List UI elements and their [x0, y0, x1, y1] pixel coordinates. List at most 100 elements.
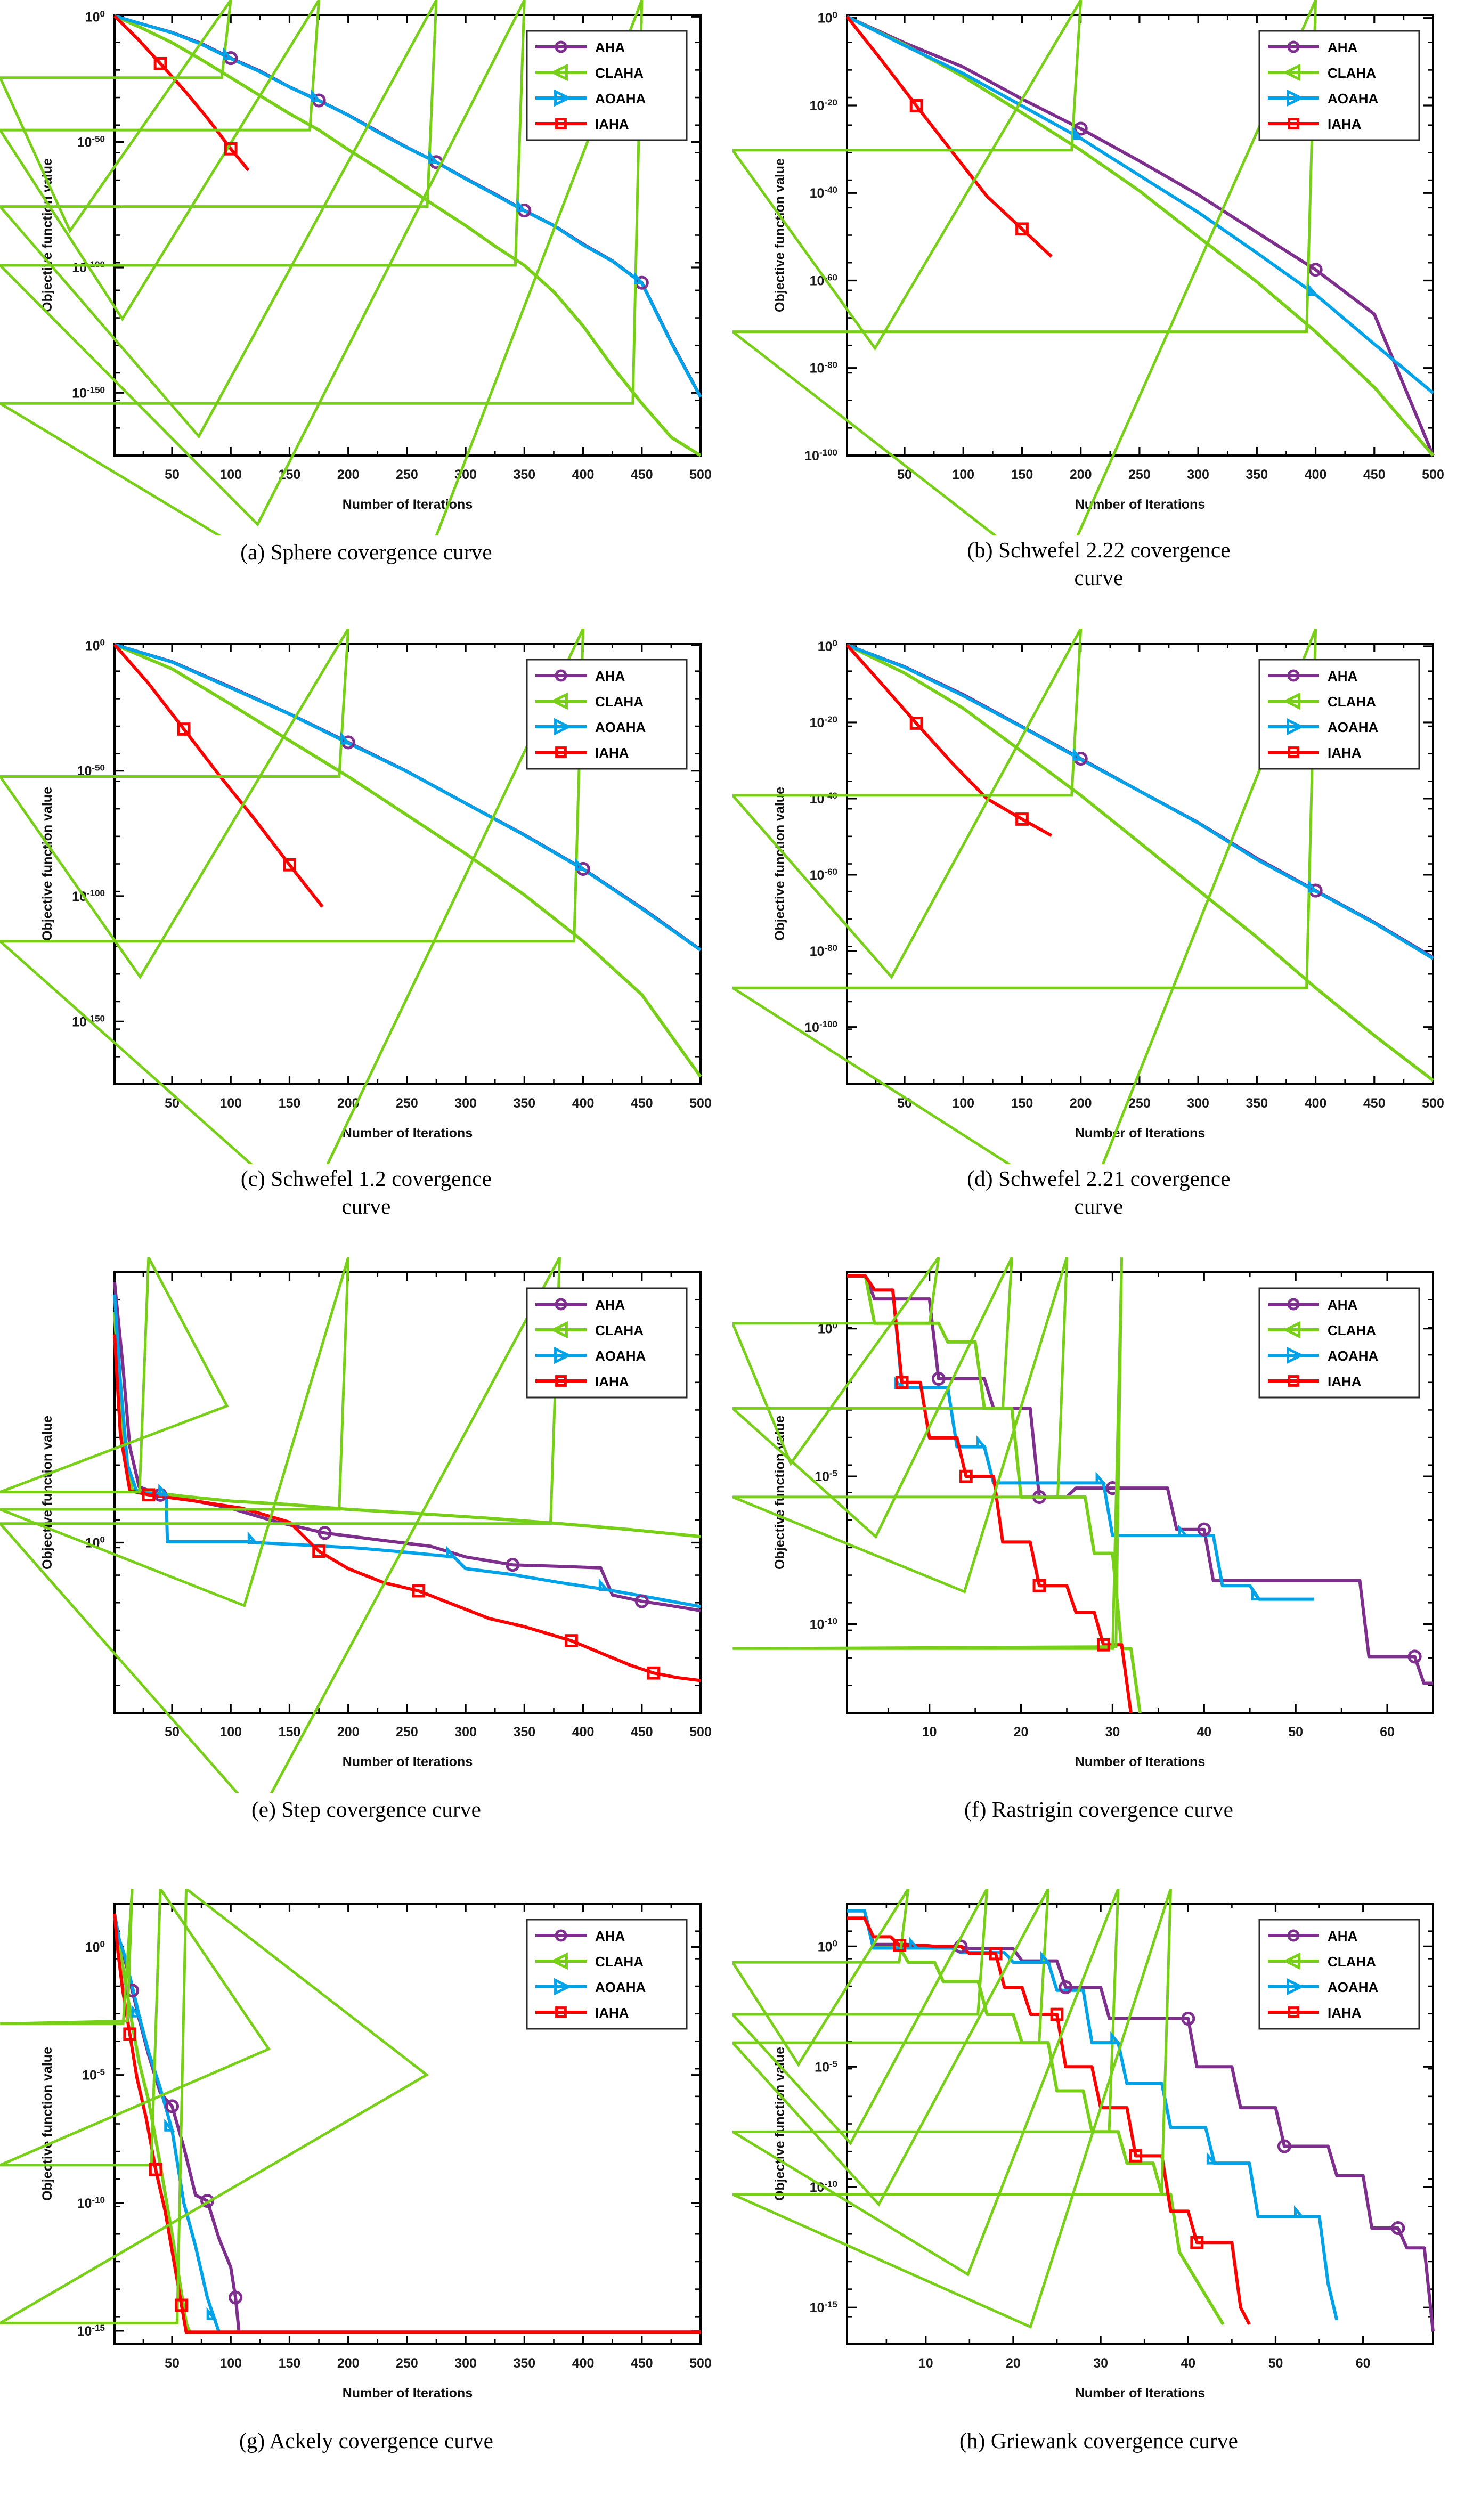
- marker-triangle-right: [1110, 2031, 1121, 2044]
- marker-circle: [229, 2290, 243, 2305]
- x-tick-label: 50: [1268, 2356, 1283, 2371]
- panel-f: 10 20 30 40 50 60 Number of Iterations 100 10-5 1…: [732, 1257, 1465, 1889]
- y-axis-label: Objective function value: [40, 787, 55, 941]
- y-tick-label: 10-10: [77, 2195, 105, 2211]
- legend-item-aha: AHA: [1268, 39, 1358, 55]
- legend-label: CLAHA: [595, 1322, 644, 1338]
- legend-item-iaha: IAHA: [1268, 2005, 1362, 2021]
- marker-triangle-right: [1307, 880, 1319, 893]
- marker-square: [123, 2027, 137, 2041]
- marker-triangle-left: [0, 1257, 229, 1494]
- marker-triangle-right: [1178, 1524, 1189, 1537]
- marker-triangle-right: [311, 89, 322, 102]
- marker-triangle-right: [634, 272, 645, 284]
- panel-caption-e: (e) Step covergence curve: [0, 1795, 732, 1823]
- y-tick-label: 100: [818, 638, 837, 654]
- marker-triangle-left: [1282, 63, 1300, 82]
- x-axis-label: Number of Iterations: [343, 2386, 473, 2401]
- caption-line: (f) Rastrigin covergence curve: [964, 1797, 1233, 1822]
- legend: AHA CLAHA AOAHA IAHA: [526, 659, 688, 770]
- legend-box: [1258, 30, 1420, 141]
- y-tick-label: 10-5: [815, 1468, 837, 1484]
- legend-item-aha: AHA: [535, 39, 625, 55]
- x-tick-label: 350: [513, 2356, 535, 2371]
- x-tick-label: 30: [1105, 1725, 1120, 1739]
- x-tick-label: 450: [1363, 1096, 1386, 1111]
- x-tick-label: 100: [219, 1725, 242, 1739]
- x-axis-label: Number of Iterations: [1075, 497, 1205, 512]
- x-tick-label: 10: [918, 2356, 933, 2371]
- caption-line: (h) Griewank covergence curve: [959, 2428, 1238, 2453]
- caption-line: curve: [341, 1194, 391, 1219]
- series-line-iaha: [113, 14, 250, 172]
- x-tick-label: 200: [1070, 1096, 1092, 1111]
- marker-triangle-right: [223, 47, 234, 60]
- legend-item-aha: AHA: [535, 668, 625, 684]
- legend-label: AHA: [595, 668, 625, 684]
- plot-e: 50 100 150 200 250 300 350 400 450 500 Number of I…: [0, 1257, 712, 1793]
- series-line-aoaha: [846, 15, 1434, 394]
- marker-circle: [1391, 2221, 1405, 2236]
- legend-label: IAHA: [595, 1373, 629, 1389]
- x-tick-label: 350: [1246, 1096, 1268, 1111]
- x-tick-label: 300: [454, 1725, 477, 1739]
- legend-item-aoaha: AOAHA: [1268, 89, 1379, 107]
- marker-triangle-left: [550, 1321, 568, 1339]
- y-axis: 100 10-5 10-10 10-15 Objective function valu…: [40, 1903, 701, 2345]
- x-tick-label: 250: [396, 2356, 418, 2371]
- marker-triangle-right: [1251, 1588, 1262, 1601]
- x-tick-label: 100: [219, 1096, 242, 1111]
- marker-circle: [1287, 1298, 1300, 1311]
- x-axis-label: Number of Iterations: [1075, 1126, 1205, 1141]
- marker-square: [555, 1375, 567, 1387]
- x-tick-label: 150: [279, 1096, 301, 1111]
- x-tick-label: 500: [689, 1096, 712, 1111]
- x-tick-label: 30: [1093, 2356, 1108, 2371]
- marker-circle: [931, 1371, 946, 1386]
- marker-triangle-left: [732, 1257, 940, 1467]
- x-tick-label: 150: [279, 1725, 301, 1739]
- y-axis: 100 10-20 10-40 10-60 10-80 10-100 Objective f…: [772, 638, 1433, 1085]
- marker-square: [959, 1469, 973, 1483]
- marker-triangle-right: [575, 858, 587, 871]
- panel-caption-f: (f) Rastrigin covergence curve: [732, 1795, 1465, 1823]
- x-tick-label: 100: [952, 467, 974, 482]
- plot-area-d: 50 100 150 200 250 300 350 400 450 500 Number of I…: [732, 629, 1465, 1164]
- marker-triangle-right: [340, 731, 352, 745]
- x-tick-label: 500: [1422, 1096, 1444, 1111]
- y-tick-label: 10-150: [72, 385, 105, 401]
- marker-triangle-right: [554, 1978, 572, 1996]
- marker-square: [153, 56, 167, 70]
- x-tick-label: 10: [922, 1725, 937, 1739]
- marker-triangle-left: [550, 63, 568, 82]
- marker-triangle-right: [554, 718, 572, 736]
- marker-triangle-right: [554, 89, 572, 107]
- legend-label: AOAHA: [595, 1979, 646, 1995]
- x-tick-label: 60: [1380, 1725, 1395, 1739]
- x-tick-label: 450: [631, 1096, 653, 1111]
- marker-square: [1288, 2006, 1299, 2018]
- x-axis-label: Number of Iterations: [343, 1754, 473, 1769]
- x-axis: 10 20 30 40 50 60 Number of Iterations: [885, 1904, 1371, 2401]
- x-tick-label: 400: [1305, 467, 1327, 482]
- x-tick-label: 450: [631, 467, 653, 482]
- legend-label: CLAHA: [595, 1954, 644, 1970]
- marker-circle: [1277, 2139, 1291, 2153]
- marker-square: [224, 142, 238, 156]
- panel-d: 50 100 150 200 250 300 350 400 450 500 Number of I…: [732, 629, 1465, 1257]
- caption-line: (d) Schwefel 2.21 covergence: [967, 1166, 1231, 1191]
- y-tick-label: 100: [85, 1939, 105, 1955]
- marker-circle: [318, 1526, 332, 1540]
- legend-item-aoaha: AOAHA: [535, 89, 646, 107]
- x-tick-label: 150: [1011, 1096, 1033, 1111]
- series-line-claha: [113, 14, 702, 457]
- marker-circle: [1059, 1980, 1073, 1995]
- marker-square: [1288, 1375, 1299, 1387]
